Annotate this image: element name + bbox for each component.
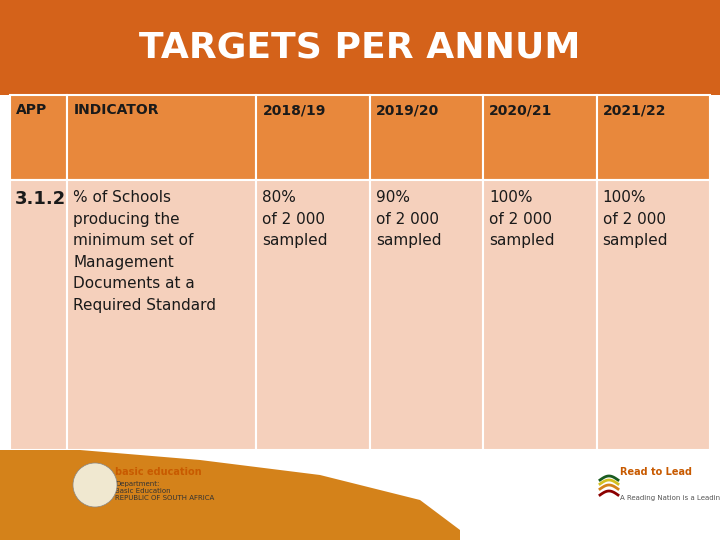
Text: 2021/22: 2021/22 [603,103,666,117]
Text: REPUBLIC OF SOUTH AFRICA: REPUBLIC OF SOUTH AFRICA [115,495,215,501]
Text: APP: APP [16,103,48,117]
Polygon shape [0,450,460,540]
Text: Department:: Department: [115,481,159,487]
Bar [597,180,710,450]
Bar [370,180,483,450]
Circle shape [73,463,117,507]
Bar [10,180,68,450]
Text: 100%
of 2 000
sampled: 100% of 2 000 sampled [603,190,668,248]
Bar [0,450,720,540]
Text: 3.1.2: 3.1.2 [15,190,66,208]
Bar [483,180,597,450]
Text: INDICATOR: INDICATOR [73,103,159,117]
Text: TARGETS PER ANNUM: TARGETS PER ANNUM [139,30,581,64]
Bar [68,95,256,180]
Bar [256,95,370,180]
Bar [370,95,483,180]
Bar [68,180,256,450]
Text: Read to Lead: Read to Lead [620,467,692,477]
Text: 90%
of 2 000
sampled: 90% of 2 000 sampled [376,190,441,248]
Bar [256,180,370,450]
Text: 80%
of 2 000
sampled: 80% of 2 000 sampled [262,190,328,248]
Text: basic education: basic education [115,467,202,477]
Text: % of Schools
producing the
minimum set of
Management
Documents at a
Required Sta: % of Schools producing the minimum set o… [73,190,217,313]
Bar [483,95,597,180]
Polygon shape [0,485,420,540]
Text: 2018/19: 2018/19 [262,103,325,117]
Bar [597,95,710,180]
Bar [0,0,720,95]
Text: Basic Education: Basic Education [115,488,171,494]
Bar [10,95,68,180]
Text: 100%
of 2 000
sampled: 100% of 2 000 sampled [489,190,554,248]
Text: A Reading Nation is a Leading Nation: A Reading Nation is a Leading Nation [620,495,720,501]
Text: 2019/20: 2019/20 [376,103,439,117]
Text: 2020/21: 2020/21 [489,103,552,117]
